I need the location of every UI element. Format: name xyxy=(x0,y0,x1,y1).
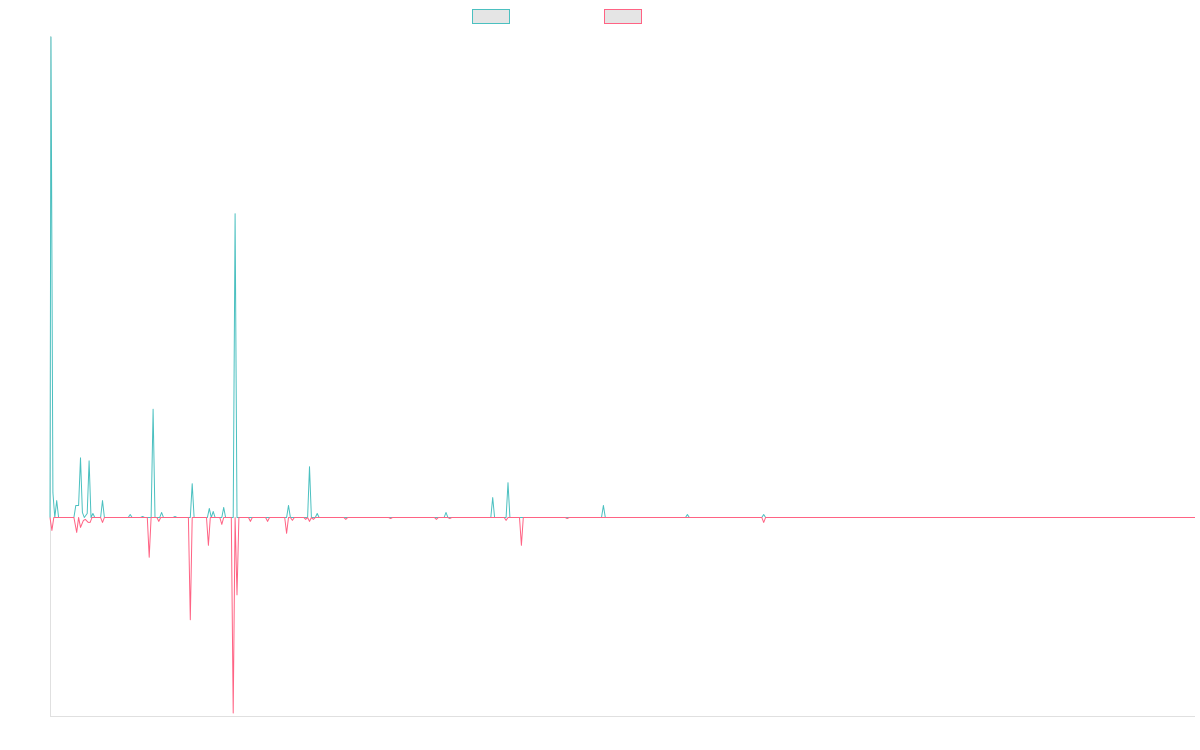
legend-swatch-series-1[interactable] xyxy=(472,9,510,24)
legend-swatch-series-2[interactable] xyxy=(604,9,642,24)
series-layer xyxy=(49,36,1195,714)
series-2-line xyxy=(49,517,1195,714)
series-1-line xyxy=(49,36,1195,518)
